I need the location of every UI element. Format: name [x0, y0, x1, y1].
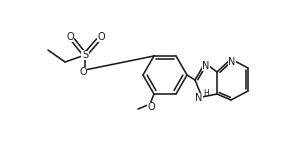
Text: O: O: [147, 102, 155, 112]
Text: N: N: [202, 61, 210, 71]
Text: N: N: [195, 93, 203, 103]
Text: O: O: [66, 32, 74, 42]
Text: H: H: [203, 90, 209, 98]
Text: S: S: [82, 50, 88, 60]
Text: O: O: [79, 67, 87, 77]
Text: O: O: [97, 32, 105, 42]
Text: N: N: [228, 57, 236, 67]
